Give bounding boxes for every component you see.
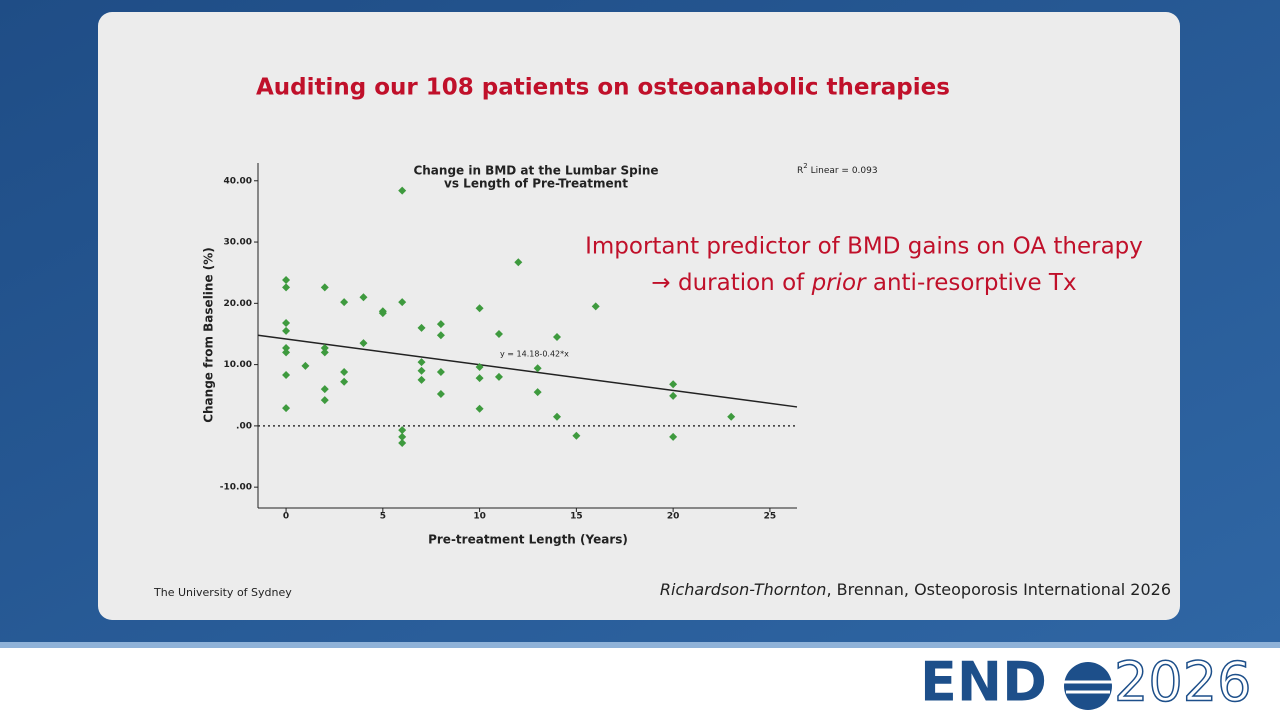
point xyxy=(475,374,484,383)
point xyxy=(475,404,484,413)
point xyxy=(417,358,426,367)
statement: → duration of prior anti-resorptive Tx xyxy=(651,270,1076,296)
x-tick-label: 20 xyxy=(667,512,680,522)
text: → duration of xyxy=(651,270,811,296)
y-tick-label: 30.00 xyxy=(224,238,252,248)
point xyxy=(494,329,503,338)
point xyxy=(398,298,407,307)
text: 2 xyxy=(803,162,807,170)
point xyxy=(553,412,562,421)
point xyxy=(533,364,542,373)
point xyxy=(727,412,736,421)
y-tick-label: 10.00 xyxy=(224,360,252,370)
point xyxy=(282,318,291,327)
point xyxy=(572,431,581,440)
plot: 40.00 30.00 20.00 10.00 .00 -10.00 0 5 10 15 20 25 xyxy=(220,163,798,522)
text: Linear = 0.093 xyxy=(808,166,878,176)
x-tick-label: 15 xyxy=(570,512,583,522)
slide-title: Auditing our 108 patients on osteoanabol… xyxy=(256,75,950,101)
chart-title: vs Length of Pre-Treatment xyxy=(444,177,628,191)
citation: Richardson-Thornton, Brennan, Osteoporos… xyxy=(660,580,1171,599)
point xyxy=(436,331,445,340)
point xyxy=(320,283,329,292)
point xyxy=(591,302,600,311)
point xyxy=(436,367,445,376)
point xyxy=(282,276,291,285)
point xyxy=(320,348,329,357)
x-tick-label: 10 xyxy=(473,512,486,522)
point xyxy=(359,293,368,302)
text: prior xyxy=(811,270,868,296)
point xyxy=(475,363,484,372)
point xyxy=(475,304,484,313)
point xyxy=(398,426,407,435)
text: anti-resorptive Tx xyxy=(866,270,1077,296)
trendline xyxy=(257,334,798,408)
point xyxy=(398,439,407,448)
point xyxy=(320,344,329,353)
point xyxy=(340,367,349,376)
point xyxy=(320,385,329,394)
logo-text: 2026 xyxy=(1114,651,1251,714)
point xyxy=(340,298,349,307)
point xyxy=(282,404,291,413)
point xyxy=(282,326,291,335)
logo-globe xyxy=(1064,662,1112,710)
point xyxy=(553,333,562,342)
point xyxy=(669,432,678,441)
x-axis-label: Pre-treatment Length (Years) xyxy=(428,533,628,547)
point xyxy=(398,432,407,441)
point xyxy=(378,309,387,318)
point xyxy=(417,366,426,375)
point xyxy=(494,372,503,381)
point xyxy=(417,323,426,332)
logo-stripe xyxy=(1064,680,1112,694)
text: R xyxy=(797,166,803,176)
logo-text: END xyxy=(920,651,1047,714)
point xyxy=(282,283,291,292)
point xyxy=(282,371,291,380)
point xyxy=(417,375,426,384)
point xyxy=(669,391,678,400)
text: Richardson-Thornton xyxy=(660,580,827,599)
y-axis-label: Change from Baseline (%) xyxy=(202,247,216,423)
y-tick-label: -10.00 xyxy=(220,483,252,493)
point xyxy=(436,320,445,329)
chart-title: Change in BMD at the Lumbar Spine xyxy=(413,164,658,178)
x-tick-label: 25 xyxy=(764,512,777,522)
point xyxy=(533,388,542,397)
statement: Important predictor of BMD gains on OA t… xyxy=(585,234,1143,260)
point xyxy=(436,390,445,399)
r2-label: R2 Linear = 0.093 xyxy=(797,162,878,176)
band xyxy=(0,642,1280,648)
point xyxy=(320,396,329,405)
point xyxy=(282,344,291,353)
footer-text: The University of Sydney xyxy=(153,586,292,599)
point xyxy=(359,339,368,348)
card xyxy=(98,12,1180,620)
y-tick-label: 40.00 xyxy=(224,176,252,186)
point xyxy=(514,258,523,267)
x-tick-label: 0 xyxy=(283,512,289,522)
point xyxy=(398,186,407,195)
point xyxy=(301,361,310,370)
text: , Brennan, Osteoporosis International 20… xyxy=(826,580,1171,599)
point xyxy=(340,377,349,386)
point xyxy=(282,348,291,357)
x-tick-label: 5 xyxy=(380,512,386,522)
y-tick-label: .00 xyxy=(236,421,252,431)
equation: y = 14.18-0.42*x xyxy=(500,350,569,359)
y-tick-label: 20.00 xyxy=(224,299,252,309)
point xyxy=(669,380,678,389)
